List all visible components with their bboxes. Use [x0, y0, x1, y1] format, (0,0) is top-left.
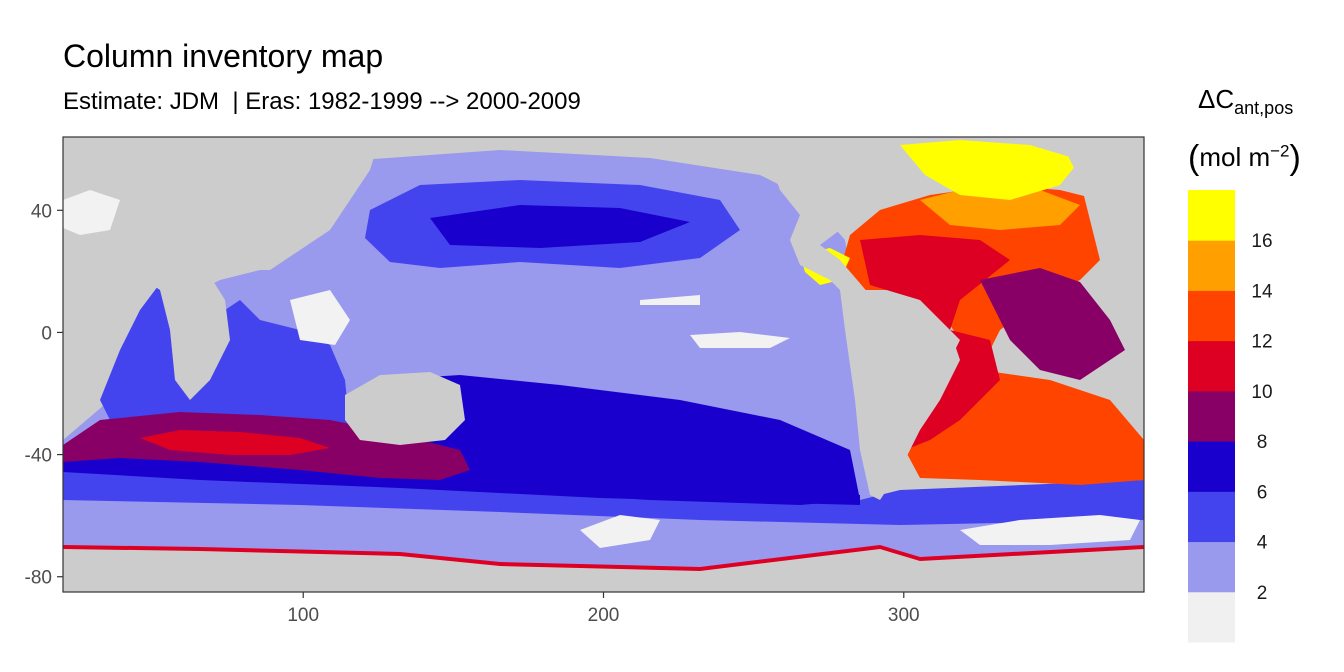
ocean-level-10-antarctic: [63, 545, 1144, 571]
ocean-level-4-indian: [100, 270, 350, 440]
y-tick-label: 0: [41, 323, 52, 344]
legend-label: 12: [1251, 332, 1272, 353]
legend-swatch: [1188, 390, 1235, 442]
ocean-level-6-northpacific: [430, 205, 690, 248]
legend-labels: 2 4 6 8 10 12 14 16: [1251, 231, 1273, 604]
legend-swatch: [1188, 190, 1235, 241]
legend-swatch: [1188, 240, 1235, 291]
ocean-level-8-atlantic: [980, 268, 1125, 380]
legend-unit: (mol m−2): [1188, 136, 1301, 177]
legend-unit-open: (: [1188, 139, 1200, 177]
map-panel: [63, 137, 1144, 592]
legend-label: 4: [1257, 533, 1268, 554]
legend-swatch: [1188, 290, 1235, 342]
ocean-level-14-atlantic: [920, 185, 1080, 230]
legend-swatch: [1188, 441, 1235, 492]
legend-label: 16: [1251, 231, 1272, 252]
no-data-region: [290, 290, 350, 345]
legend-swatch: [1188, 491, 1235, 543]
legend-title-symbol: ΔC: [1198, 84, 1235, 114]
x-tick-label: 200: [588, 605, 620, 626]
legend-label: 2: [1257, 583, 1268, 604]
legend-label: 6: [1257, 482, 1268, 503]
legend-label: 14: [1251, 281, 1273, 302]
legend-unit-exponent: −2: [1270, 141, 1290, 161]
y-tick-label: -80: [25, 568, 52, 589]
legend-unit-text: mol m: [1199, 142, 1271, 172]
no-data-region: [640, 295, 700, 305]
legend-swatch: [1188, 591, 1235, 643]
legend-label: 10: [1251, 382, 1272, 403]
legend-colorbar: [1188, 190, 1235, 643]
land-eurasia: [175, 137, 380, 270]
land-antarctica: [63, 548, 1144, 592]
legend-swatch: [1188, 340, 1235, 392]
y-tick-label: -40: [25, 446, 52, 467]
no-data-region: [580, 515, 660, 548]
ocean-level-10-atlantic: [860, 235, 1010, 450]
no-data-region: [690, 332, 790, 348]
x-tick-label: 300: [888, 605, 920, 626]
land-europe: [1060, 137, 1144, 300]
legend-unit-close: ): [1289, 139, 1301, 177]
legend-title-subscript: ant,pos: [1234, 98, 1294, 119]
y-tick-label: 40: [31, 201, 52, 222]
map-title: Column inventory map: [63, 38, 384, 74]
legend-swatch: [1188, 541, 1235, 593]
ocean-level-16-atlantic: [900, 140, 1080, 200]
land-australia: [345, 372, 465, 445]
map-subtitle: Estimate: JDM | Eras: 1982-1999 --> 2000…: [63, 88, 581, 115]
no-data-region: [63, 190, 120, 235]
land-americas: [760, 137, 960, 500]
ocean-level-10-southern: [140, 430, 330, 455]
no-data-region: [960, 515, 1140, 545]
legend-label: 8: [1257, 432, 1268, 453]
legend-title: ΔCant,pos: [1198, 84, 1293, 119]
x-axis: 100 200 300: [287, 592, 920, 626]
x-tick-label: 100: [287, 605, 319, 626]
y-axis: 40 0 -40 -80: [25, 201, 63, 589]
